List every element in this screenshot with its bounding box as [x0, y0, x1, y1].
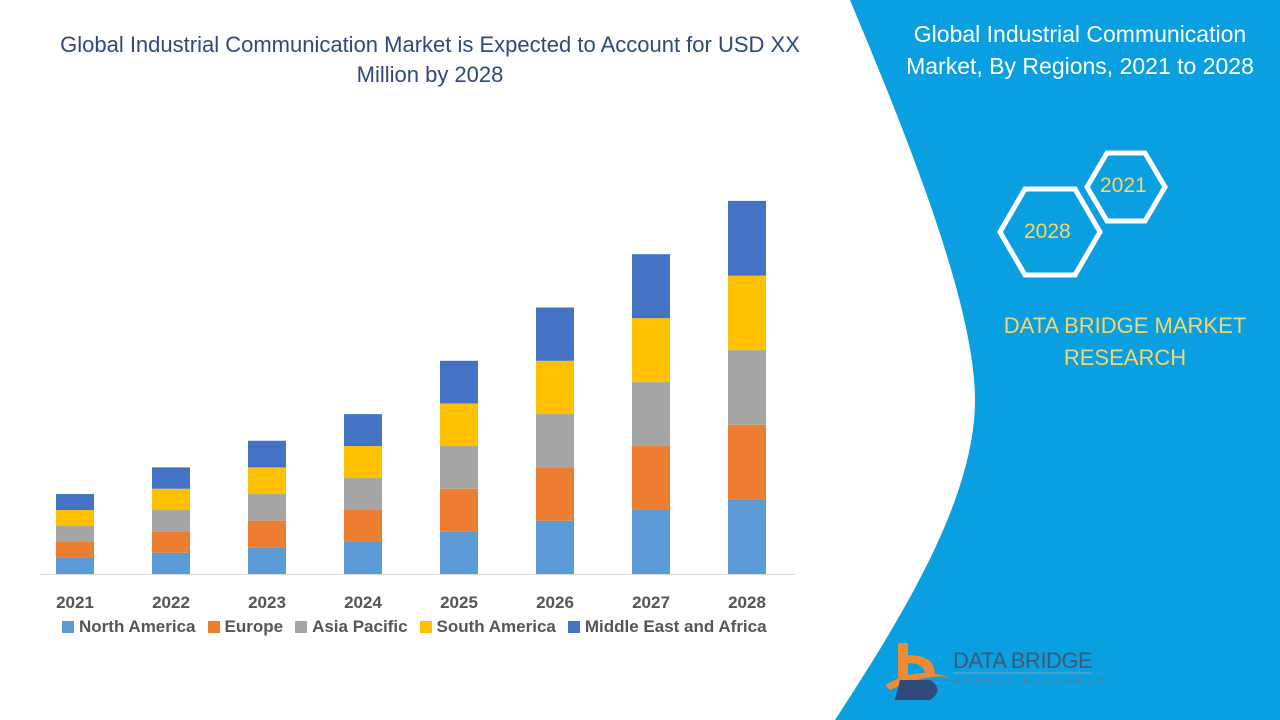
x-tick-label: 2026 — [536, 593, 574, 612]
bar-segment — [344, 478, 382, 511]
legend-item: South America — [419, 617, 556, 637]
legend-label: Asia Pacific — [312, 617, 408, 636]
bar-segment — [152, 488, 190, 511]
hex-label-2021: 2021 — [1100, 174, 1147, 197]
legend-swatch — [207, 621, 220, 633]
bar-segment — [344, 542, 382, 574]
legend-swatch — [419, 621, 432, 633]
legend-swatch — [62, 621, 74, 633]
bar-segment — [152, 467, 190, 489]
x-tick-label: 2022 — [152, 593, 190, 612]
bar-segment — [248, 520, 286, 548]
legend-item: Europe — [207, 617, 284, 637]
plot-area: 2021 2022 2023 2024 2025 2026 2027 2028 — [40, 200, 795, 612]
bar-segment — [728, 350, 766, 425]
bar-segment — [728, 424, 766, 500]
bar-segment — [632, 446, 670, 511]
bar-segment — [728, 275, 766, 351]
bar-segment — [440, 531, 478, 574]
legend: North America Europe Asia Pacific South … — [62, 617, 767, 637]
legend-item: Middle East and Africa — [567, 617, 767, 637]
bar-segment — [56, 494, 94, 511]
bar-segment — [728, 200, 766, 276]
bar-segment — [440, 360, 478, 404]
bar-segment — [344, 510, 382, 543]
hex-label-2028: 2028 — [1024, 220, 1071, 243]
x-tick-label: 2028 — [728, 593, 766, 612]
x-tick-label: 2024 — [344, 593, 382, 612]
bar-segment — [632, 254, 670, 319]
hexagon-2021 — [1084, 150, 1168, 224]
bar-segment — [632, 510, 670, 574]
logo-text: DATA BRIDGE — [953, 648, 1093, 673]
bar-segment — [56, 542, 94, 559]
bar-segment — [248, 467, 286, 495]
bar-segment — [56, 526, 94, 543]
bar-segment — [536, 360, 574, 415]
bar-segment — [56, 510, 94, 527]
bar-segment — [56, 558, 94, 574]
x-tick-label: 2021 — [56, 593, 94, 612]
bar-segment — [728, 499, 766, 574]
bar-segment — [536, 467, 574, 521]
logo-icon — [885, 643, 950, 700]
bar-segment — [248, 547, 286, 574]
logo-subtext: MARKET RESEARCH — [953, 676, 1108, 685]
side-panel — [835, 0, 1280, 720]
bar-segment — [152, 510, 190, 532]
bar-segment — [152, 552, 190, 574]
bar-segment — [536, 520, 574, 574]
legend-label: Middle East and Africa — [584, 617, 767, 636]
legend-label: Europe — [224, 617, 284, 636]
brand-text: DATA BRIDGE MARKET RESEARCH — [1003, 313, 1247, 370]
legend-swatch — [567, 621, 580, 633]
bar-segment — [152, 531, 190, 553]
legend-item: Asia Pacific — [295, 617, 408, 637]
legend-label: North America — [79, 617, 196, 636]
bar-segment — [248, 440, 286, 468]
bar-segment — [440, 403, 478, 447]
hexagon-2028 — [997, 186, 1103, 278]
bar-segment — [440, 488, 478, 532]
x-tick-label: 2027 — [632, 593, 670, 612]
side-title: Global Industrial Communication Market, … — [906, 21, 1254, 79]
bar-segment — [632, 382, 670, 447]
bar-segment — [536, 307, 574, 361]
bar-segment — [344, 414, 382, 447]
x-tick-label: 2025 — [440, 593, 478, 612]
legend-label: South America — [436, 617, 556, 636]
bar-segment — [344, 446, 382, 479]
bar-segment — [440, 446, 478, 489]
chart-title: Global Industrial Communication Market i… — [60, 32, 800, 87]
legend-swatch — [295, 621, 308, 633]
bar-segment — [248, 494, 286, 521]
bar-segment — [632, 318, 670, 383]
legend-item: North America — [62, 617, 196, 637]
x-tick-label: 2023 — [248, 593, 286, 612]
bar-segment — [536, 414, 574, 468]
